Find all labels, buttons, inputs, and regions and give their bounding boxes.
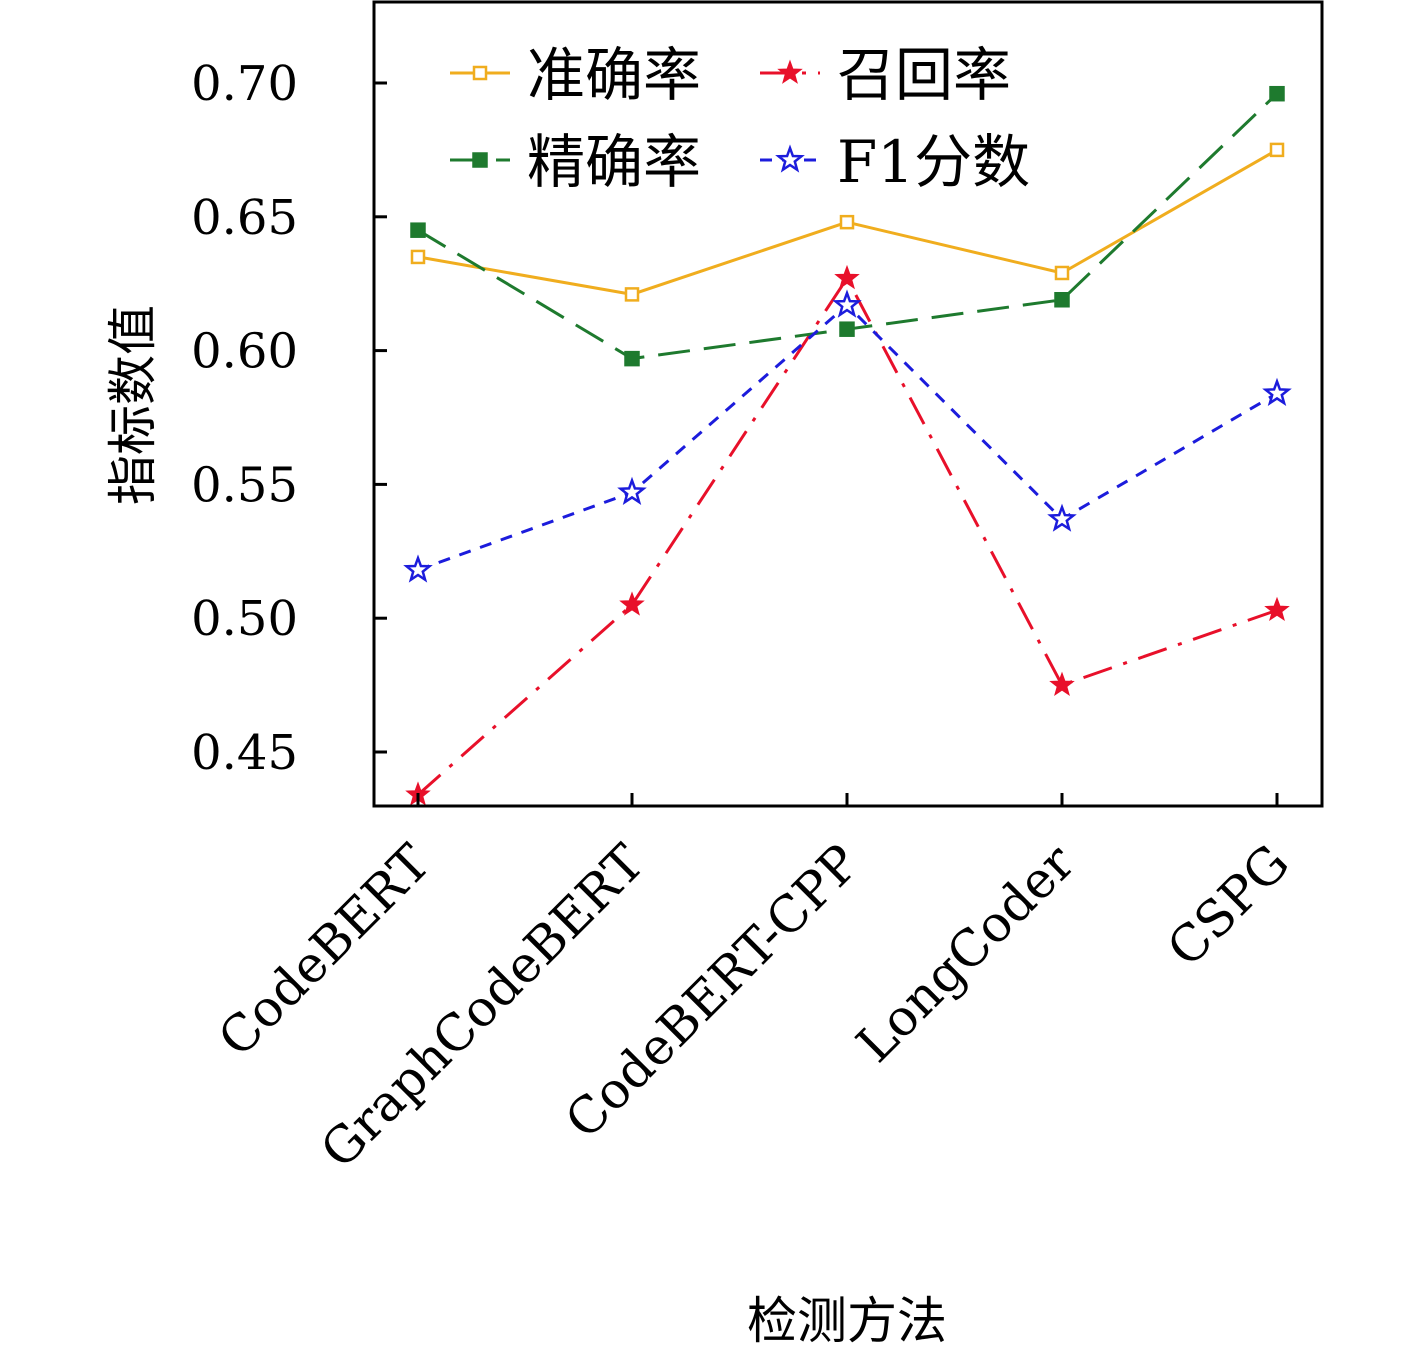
x-tick-label: CSPG	[1156, 833, 1300, 977]
x-axis-label: 检测方法	[747, 1292, 947, 1350]
data-point-marker	[410, 249, 426, 265]
series-2	[405, 264, 1290, 806]
data-point-marker	[777, 59, 803, 84]
series-line	[417, 303, 1278, 572]
series-line	[417, 276, 1278, 796]
data-point-marker	[472, 152, 488, 168]
y-tick-label: 0.70	[191, 56, 298, 112]
data-point-marker	[1262, 377, 1292, 407]
legend-item: 召回率	[760, 41, 1011, 109]
data-point-marker	[1264, 596, 1290, 622]
y-tick-label: 0.50	[191, 591, 298, 647]
plot-frame	[372, 0, 1324, 808]
data-point-marker	[1054, 292, 1070, 308]
legend-label: 准确率	[527, 41, 701, 109]
data-point-marker	[1047, 503, 1077, 532]
legend-item: 精确率	[450, 128, 701, 196]
legend-item: F1分数	[760, 128, 1030, 196]
data-point-marker	[410, 222, 426, 238]
data-point-marker	[834, 264, 860, 290]
legend-item: 准确率	[450, 41, 701, 109]
legend-label: F1分数	[837, 128, 1030, 196]
data-point-marker	[1269, 142, 1285, 158]
series-3	[410, 85, 1285, 367]
data-point-marker	[839, 321, 855, 337]
data-point-marker	[1054, 265, 1070, 281]
data-point-marker	[617, 476, 647, 506]
legend-label: 精确率	[527, 128, 701, 196]
series-layer	[403, 85, 1292, 806]
y-axis-label: 指标数值	[104, 305, 162, 505]
data-point-marker	[832, 289, 862, 318]
y-tick-label: 0.45	[191, 725, 298, 781]
y-tick-label: 0.60	[191, 324, 298, 380]
y-tick-label: 0.55	[191, 457, 298, 513]
data-point-marker	[624, 350, 640, 367]
x-tick-label: LongCoder	[846, 833, 1086, 1073]
data-point-marker	[472, 65, 488, 81]
data-point-marker	[775, 144, 805, 173]
data-point-marker	[1049, 671, 1075, 696]
y-tick-label: 0.65	[191, 190, 298, 246]
series-4	[403, 289, 1292, 583]
data-point-marker	[624, 287, 640, 302]
legend-label: 召回率	[837, 41, 1011, 109]
data-point-marker	[839, 214, 855, 230]
data-point-marker	[1269, 85, 1285, 102]
data-point-marker	[619, 591, 645, 616]
data-point-marker	[403, 554, 433, 583]
axis-ticks: 0.450.500.550.600.650.70CodeBERTGraphCod…	[191, 56, 1300, 1179]
x-tick-label: CodeBERT	[207, 833, 441, 1067]
